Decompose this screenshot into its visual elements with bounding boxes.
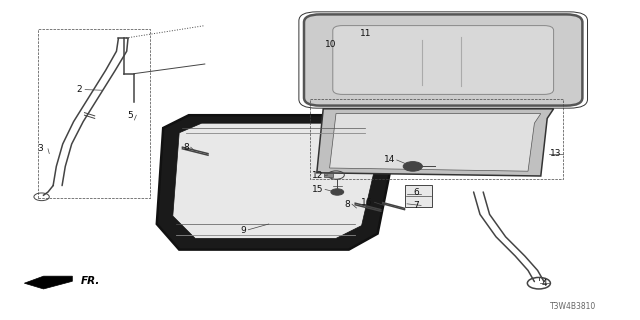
Polygon shape (330, 114, 541, 171)
Circle shape (403, 162, 422, 171)
Polygon shape (317, 109, 554, 176)
FancyBboxPatch shape (304, 14, 582, 106)
Text: 16: 16 (361, 198, 372, 207)
Polygon shape (24, 276, 72, 289)
Text: 13: 13 (550, 149, 562, 158)
Polygon shape (157, 115, 397, 250)
FancyBboxPatch shape (324, 173, 333, 177)
Circle shape (331, 189, 344, 195)
Text: 4: 4 (541, 279, 547, 288)
Text: 7: 7 (413, 201, 419, 210)
Text: 5: 5 (127, 111, 133, 120)
Text: 10: 10 (324, 40, 336, 49)
Text: 11: 11 (360, 29, 371, 38)
Text: 9: 9 (241, 226, 246, 235)
FancyBboxPatch shape (405, 185, 432, 207)
Text: 2: 2 (76, 85, 82, 94)
FancyBboxPatch shape (333, 26, 554, 94)
Text: 3: 3 (38, 144, 44, 153)
Text: 6: 6 (413, 188, 419, 197)
Text: 12: 12 (312, 171, 323, 180)
Polygon shape (173, 123, 381, 238)
Text: T3W4B3810: T3W4B3810 (550, 302, 596, 311)
Text: 8: 8 (183, 143, 189, 152)
Text: 8: 8 (344, 200, 350, 209)
Text: FR.: FR. (81, 276, 100, 286)
Text: 15: 15 (312, 185, 323, 194)
Text: 14: 14 (384, 156, 396, 164)
